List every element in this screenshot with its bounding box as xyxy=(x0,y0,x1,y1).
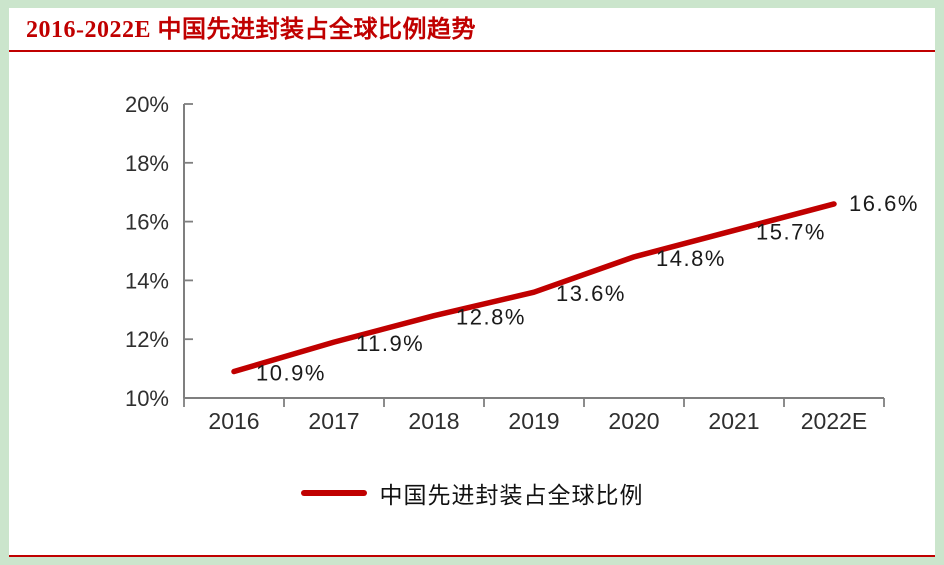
data-point-label: 12.8% xyxy=(456,305,526,330)
x-axis-tick-label: 2019 xyxy=(508,408,559,434)
data-point-label: 11.9% xyxy=(356,331,424,356)
data-point-label: 14.8% xyxy=(656,246,726,271)
trend-line-chart: 10% 12% 14% 16% 18% 20% 2016 2017 2018 2019 2020 20… xyxy=(125,92,919,434)
report-header: 2016-2022E 中国先进封装占全球比例趋势 xyxy=(9,8,935,52)
y-axis-tick-label: 18% xyxy=(125,151,169,176)
data-point-label: 10.9% xyxy=(256,361,326,386)
x-axis-tick-label: 2021 xyxy=(708,408,759,434)
x-axis-tick-label: 2018 xyxy=(408,408,459,434)
x-axis-tick-label: 2017 xyxy=(308,408,359,434)
legend-series-label: 中国先进封装占全球比例 xyxy=(379,483,644,508)
page-title: 2016-2022E 中国先进封装占全球比例趋势 xyxy=(26,17,476,43)
data-point-label: 15.7% xyxy=(756,219,826,244)
x-axis-tick-label: 2020 xyxy=(608,408,659,434)
y-axis-tick-label: 20% xyxy=(125,92,169,117)
data-point-label: 13.6% xyxy=(556,281,626,306)
y-axis-tick-label: 16% xyxy=(125,210,169,235)
x-axis-tick-label: 2022E xyxy=(801,408,868,434)
data-point-label: 16.6% xyxy=(849,191,919,216)
chart-area: 10% 12% 14% 16% 18% 20% 2016 2017 2018 2019 2020 20… xyxy=(9,52,935,508)
y-axis-tick-label: 12% xyxy=(125,327,169,352)
y-axis-tick-label: 10% xyxy=(125,386,169,411)
y-axis-tick-label: 14% xyxy=(125,268,169,293)
chart-legend: 中国先进封装占全球比例 xyxy=(9,478,935,508)
x-axis-tick-label: 2016 xyxy=(208,408,259,434)
chart-panel: 2016-2022E 中国先进封装占全球比例趋势 10% 12% 14% 16% 18%… xyxy=(9,8,935,557)
trend-line xyxy=(231,201,837,375)
bottom-divider xyxy=(9,555,935,557)
legend-line-swatch xyxy=(300,490,367,496)
